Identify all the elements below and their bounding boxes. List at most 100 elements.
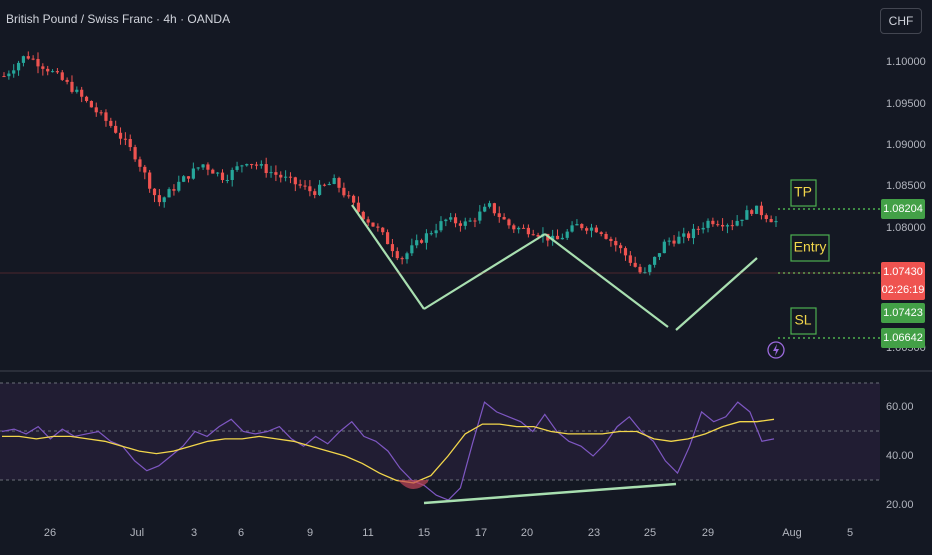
candle[interactable] (118, 127, 123, 145)
candle[interactable] (589, 223, 594, 238)
candle[interactable] (264, 157, 268, 178)
rsi-ma-line[interactable] (2, 418, 775, 484)
candle[interactable] (201, 163, 205, 170)
trade-levels[interactable]: TP Entry SL (0, 179, 880, 359)
rsi-divergence-line[interactable] (423, 482, 677, 505)
candle[interactable] (70, 75, 74, 94)
candle[interactable] (750, 208, 754, 216)
price-axis[interactable]: 1.100001.095001.090001.085001.080001.065… (881, 56, 926, 354)
candle[interactable] (347, 191, 351, 199)
candle[interactable] (371, 222, 375, 227)
candle[interactable] (196, 167, 200, 171)
pattern-line-segment[interactable] (351, 204, 425, 310)
candle[interactable] (483, 203, 487, 213)
candle[interactable] (473, 217, 477, 228)
candle[interactable] (643, 267, 647, 274)
candle[interactable] (638, 263, 642, 274)
candle[interactable] (745, 205, 749, 220)
candle[interactable] (754, 205, 759, 215)
candle[interactable] (599, 231, 603, 237)
candle[interactable] (186, 176, 191, 183)
candle[interactable] (463, 217, 467, 230)
candle[interactable] (687, 231, 691, 241)
candle[interactable] (575, 219, 579, 226)
price-tag-tp[interactable] (881, 199, 925, 219)
candle[interactable] (614, 237, 618, 252)
candle[interactable] (434, 223, 438, 238)
candle[interactable] (109, 117, 113, 128)
pattern-line-segment[interactable] (544, 233, 669, 328)
candle[interactable] (623, 246, 628, 261)
candle[interactable] (279, 171, 283, 183)
candle[interactable] (342, 182, 346, 198)
candle[interactable] (580, 223, 584, 231)
candle[interactable] (12, 64, 16, 78)
candle[interactable] (648, 264, 652, 276)
candle[interactable] (288, 172, 293, 184)
candle[interactable] (250, 163, 254, 169)
candle[interactable] (502, 213, 506, 220)
candle[interactable] (419, 238, 424, 244)
candle[interactable] (711, 217, 715, 227)
candle[interactable] (206, 162, 210, 176)
candle[interactable] (492, 202, 496, 216)
candle[interactable] (609, 236, 613, 247)
candle[interactable] (230, 167, 234, 187)
candle[interactable] (172, 184, 176, 196)
candle[interactable] (152, 188, 157, 203)
candle[interactable] (138, 156, 142, 172)
candle[interactable] (75, 86, 79, 94)
candle[interactable] (114, 120, 118, 134)
candle[interactable] (619, 242, 623, 254)
rsi-panel[interactable]: 60.00 40.00 20.00 (0, 382, 914, 511)
candle[interactable] (55, 67, 60, 74)
candle[interactable] (565, 228, 569, 240)
candle[interactable] (478, 205, 482, 224)
price-tag-sl[interactable] (881, 328, 925, 348)
candle[interactable] (667, 237, 671, 246)
candle[interactable] (730, 220, 734, 231)
candle[interactable] (240, 164, 244, 173)
price-tag-last[interactable] (881, 262, 925, 282)
candle[interactable] (322, 183, 327, 187)
candle[interactable] (521, 224, 526, 229)
candle[interactable] (211, 168, 215, 174)
candle[interactable] (716, 220, 720, 227)
candle[interactable] (570, 221, 574, 233)
candle[interactable] (21, 55, 26, 67)
candle[interactable] (293, 176, 297, 192)
candle[interactable] (405, 251, 409, 264)
candle[interactable] (706, 218, 710, 233)
candle[interactable] (235, 161, 239, 172)
candle[interactable] (337, 176, 341, 193)
candle[interactable] (701, 222, 705, 234)
candle[interactable] (512, 223, 516, 233)
candle[interactable] (551, 229, 555, 246)
candle[interactable] (696, 226, 700, 235)
candle[interactable] (245, 163, 249, 167)
price-tag-entry[interactable] (881, 303, 925, 323)
candle[interactable] (84, 95, 89, 103)
candle[interactable] (60, 70, 64, 81)
candle[interactable] (740, 219, 744, 227)
candle[interactable] (444, 218, 448, 227)
candle[interactable] (216, 171, 220, 177)
candle-series[interactable] (2, 51, 778, 276)
candle[interactable] (366, 216, 370, 227)
candle[interactable] (628, 251, 632, 266)
candle[interactable] (657, 253, 662, 261)
candle[interactable] (677, 231, 681, 245)
candle[interactable] (390, 238, 395, 258)
candle[interactable] (254, 161, 259, 170)
candle[interactable] (182, 175, 186, 183)
candle[interactable] (468, 217, 472, 223)
candle[interactable] (759, 201, 764, 220)
candle[interactable] (313, 188, 317, 199)
candle[interactable] (148, 169, 152, 193)
candle[interactable] (735, 215, 739, 227)
candle[interactable] (7, 70, 11, 80)
candle[interactable] (415, 234, 419, 249)
candle[interactable] (585, 226, 589, 235)
candle[interactable] (764, 213, 768, 223)
